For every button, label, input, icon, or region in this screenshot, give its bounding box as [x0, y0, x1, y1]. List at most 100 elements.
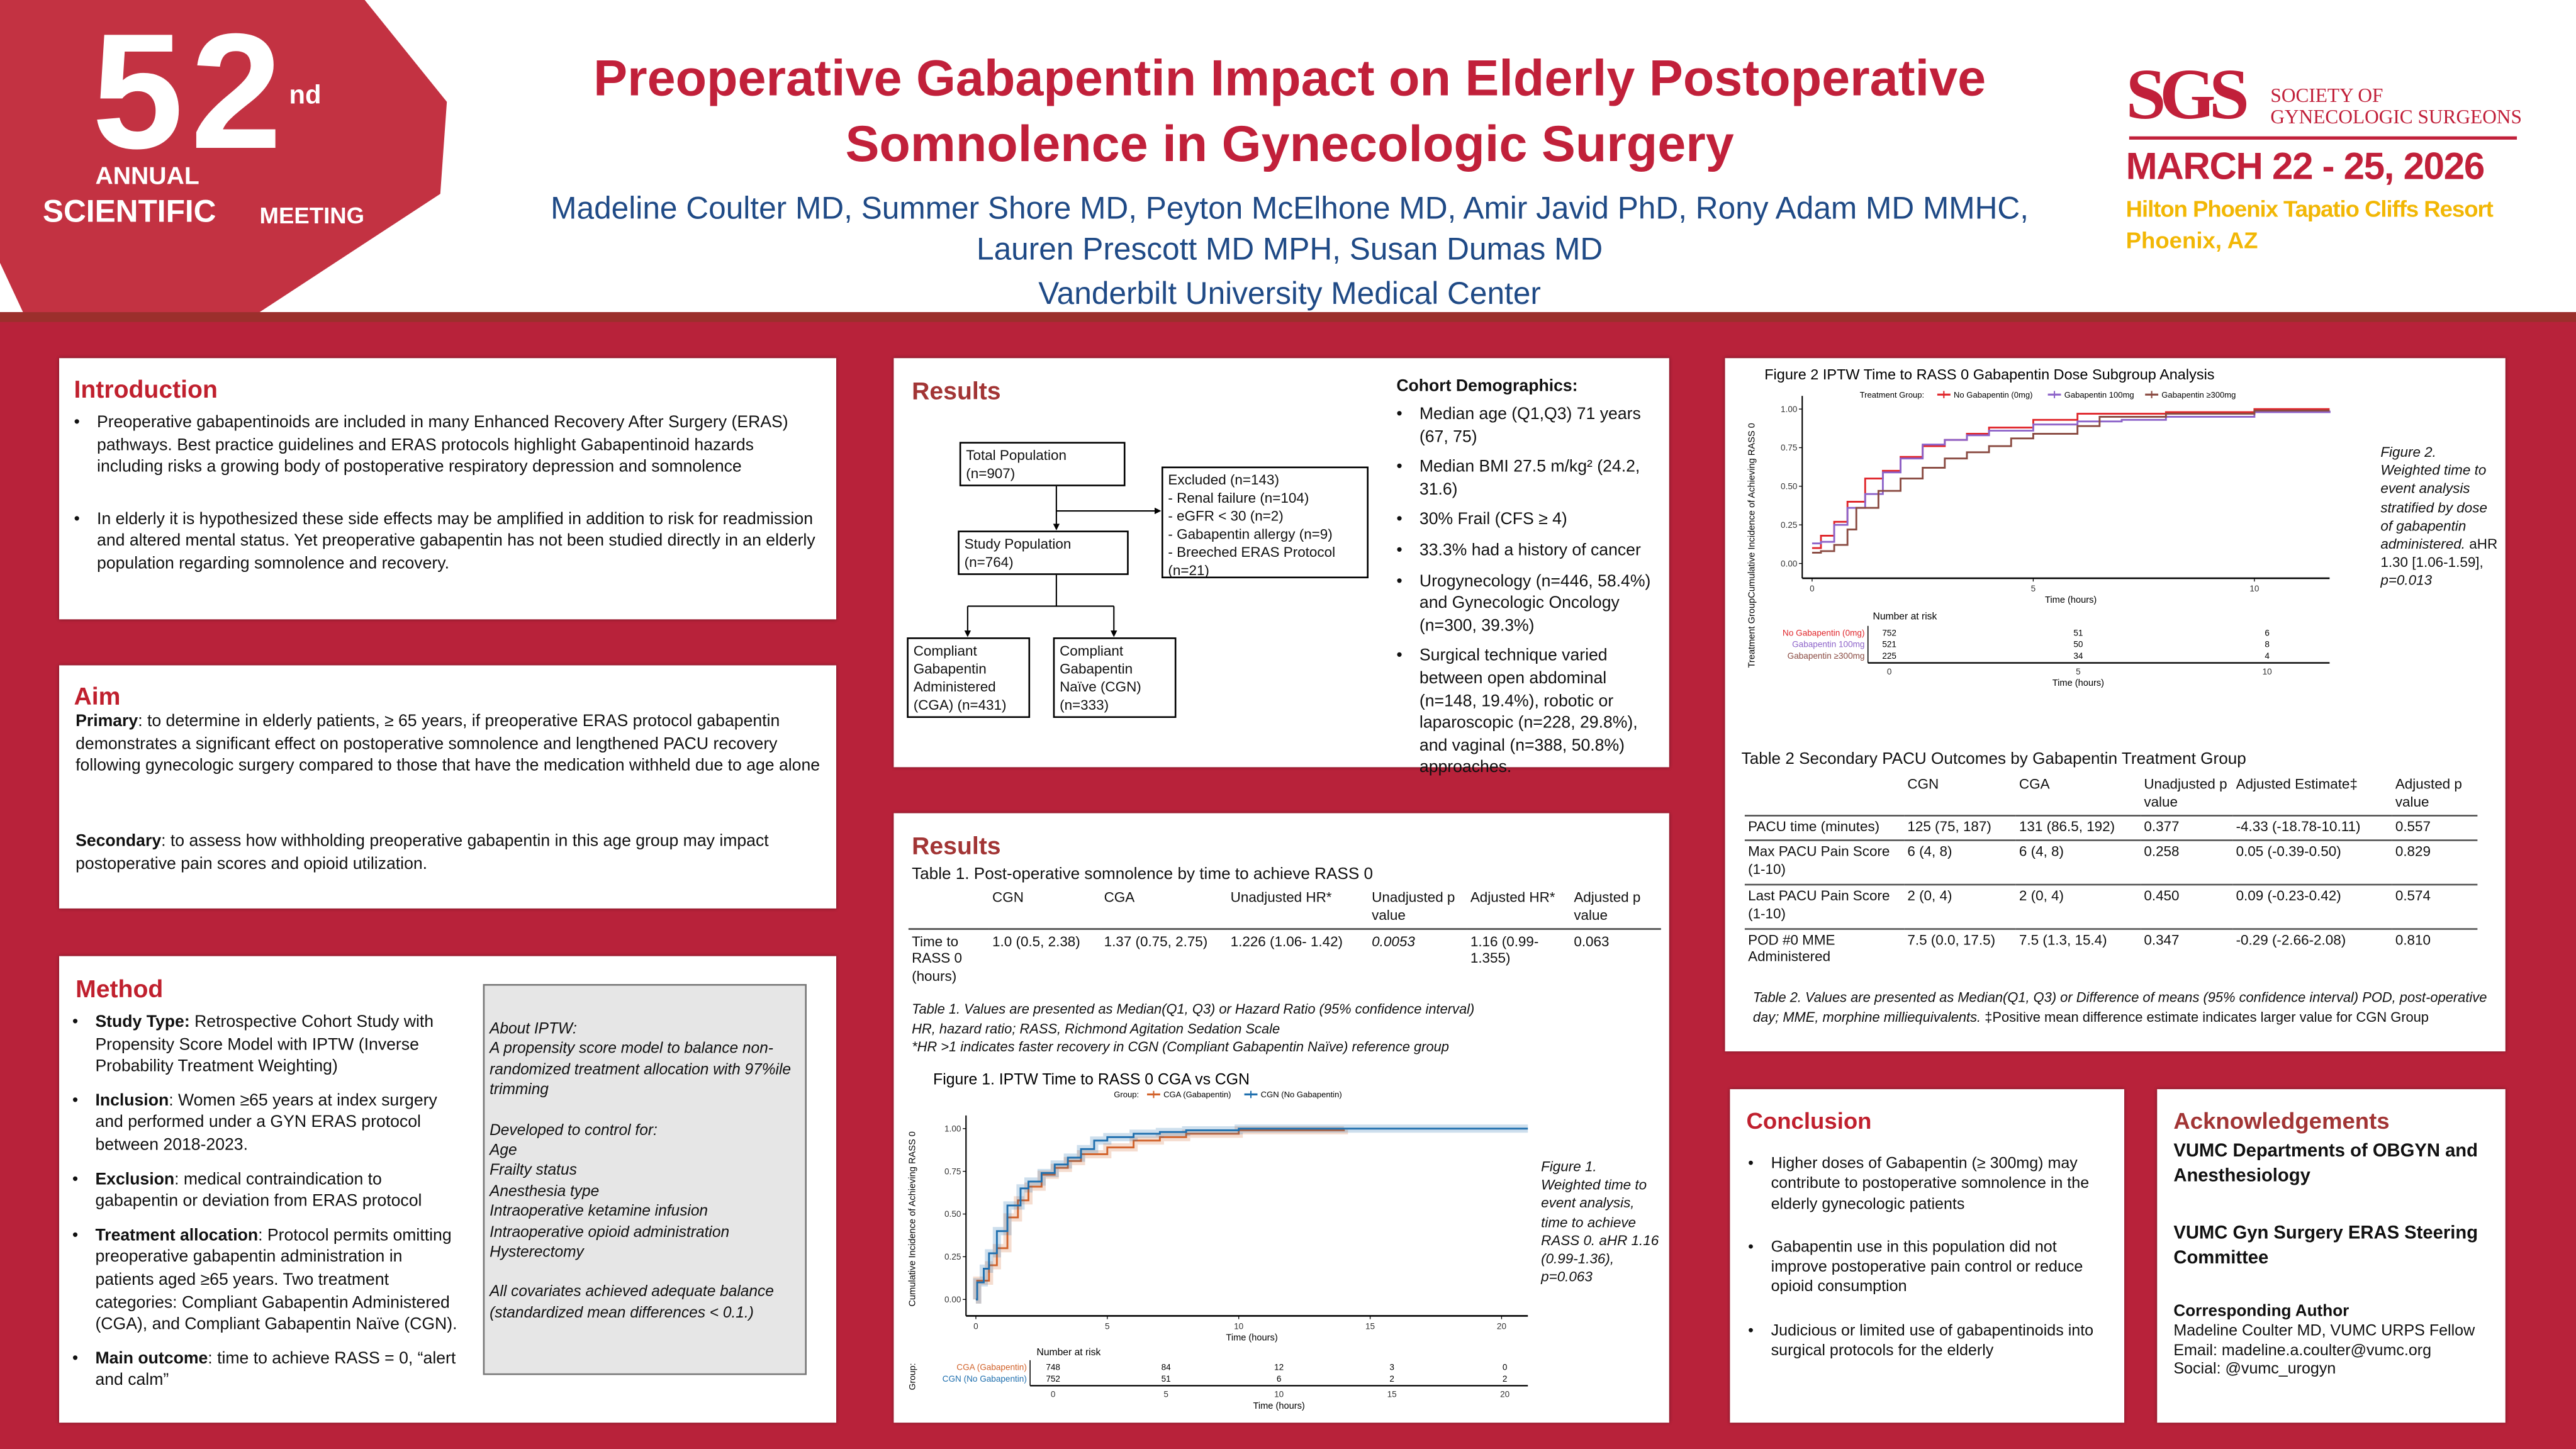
table2-cell: 7.5 (1.3, 15.4) [2019, 931, 2107, 948]
demographics-item: 30% Frail (CFS ≥ 4) [1396, 510, 1659, 532]
introduction-list: Preoperative gabapentinoids are included… [74, 412, 821, 576]
table1-cell: 1.16 (0.99-1.355) [1470, 932, 1539, 967]
logo-suffix: nd [289, 82, 322, 110]
y-tick-label: 0.75 [944, 1166, 961, 1176]
risk-x-tick-label: 15 [1387, 1390, 1397, 1399]
conclusion-bullet: Higher doses of Gabapentin (≥ 300mg) may… [1748, 1155, 2109, 1216]
km-curve-cga-gabapentin- [975, 1129, 1345, 1301]
conclusion-bullet: Gabapentin use in this population did no… [1748, 1238, 2109, 1299]
aim-panel: Aim Primary: to determine in elderly pat… [59, 665, 836, 909]
title-line-2: Somnolence in Gynecologic Surgery [845, 115, 1734, 173]
table2-cell: 0.258 [2144, 843, 2180, 860]
method-item-text: : medical contraindication to gabapentin… [95, 1170, 422, 1211]
table1-header: Adjusted p value [1574, 888, 1641, 923]
risk-x-axis-label: Time (hours) [2052, 678, 2104, 688]
km-curve-cgn-no-gabapentin- [975, 1127, 1528, 1301]
table2-cell: 6 (4, 8) [2019, 843, 2064, 860]
x-axis-label: Time (hours) [1226, 1333, 1277, 1343]
table2-cell: -4.33 (-18.78-10.11) [2236, 817, 2361, 834]
risk-count: 3 [1389, 1363, 1394, 1372]
x-axis-label: Time (hours) [2045, 595, 2097, 605]
table1-cell: 1.37 (0.75, 2.75) [1104, 932, 1208, 949]
flow-excluded-reason: - Gabapentin allergy (n=9) [1168, 525, 1333, 542]
risk-count: 521 [1882, 640, 1896, 649]
ack-group-2: VUMC Gyn Surgery ERAS Steering Committee [2173, 1224, 2478, 1268]
table1-header: Unadjusted p value [1372, 888, 1455, 923]
conclusion-bullet: Judicious or limited use of gabapentinoi… [1748, 1322, 2109, 1362]
table2-cell: 0.450 [2144, 887, 2180, 904]
risk-x-tick-label: 10 [2263, 667, 2273, 676]
risk-table-title: Number at risk [1873, 611, 1937, 622]
method-item: Main outcome: time to achieve RASS = 0, … [72, 1348, 463, 1393]
table2: CGN CGA Unadjusted p value Adjusted Esti… [1744, 775, 2478, 971]
iptw-controls-title: Developed to control for: [490, 1119, 658, 1138]
method-item-label: Main outcome [95, 1350, 208, 1368]
table1-footnotes: Table 1. Values are presented as Median(… [912, 1000, 1659, 1057]
iptw-balance-note: All covariates achieved adequate balance… [490, 1282, 774, 1321]
table2-cell: Max PACU Pain Score (1-10) [1748, 843, 1890, 878]
risk-count: 12 [1274, 1363, 1284, 1372]
flow-excluded-reason: - Breeched ERAS Protocol (n=21) [1168, 544, 1336, 579]
risk-x-tick-label: 20 [1500, 1390, 1510, 1399]
flow-total-label: Total Population [966, 447, 1067, 464]
method-item-text: : time to achieve RASS = 0, “alert and c… [95, 1350, 456, 1390]
legend-label: CGN (No Gabapentin) [1261, 1090, 1342, 1099]
figure1-caption: Figure 1. Weighted time to event analysi… [1541, 1158, 1659, 1285]
y-axis-label: Cumulative Incidence of Achieving RASS 0 [907, 1131, 917, 1307]
table2-cell: 6 (4, 8) [1907, 843, 1952, 860]
results-heading: Results [912, 378, 1001, 406]
introduction-bullet: Preoperative gabapentinoids are included… [74, 412, 821, 479]
method-item-text: : Protocol permits omitting preoperative… [95, 1226, 457, 1334]
figure2-panel: Figure 2 IPTW Time to RASS 0 Gabapentin … [1725, 358, 2506, 1052]
meeting-dates: MARCH 22 - 25, 2026 [2125, 144, 2485, 187]
table2-header: Unadjusted p value [2144, 775, 2227, 810]
table2-cell: -0.29 (-2.66-2.08) [2236, 931, 2346, 948]
corresponding-email[interactable]: Email: madeline.a.coulter@vumc.org [2173, 1341, 2432, 1360]
demographics-item: 33.3% had a history of cancer [1396, 540, 1659, 562]
demographics-item: Median BMI 27.5 m/kg² (24.2, 31.6) [1396, 457, 1659, 501]
authors-line-1: Madeline Coulter MD, Summer Shore MD, Pe… [551, 192, 2029, 227]
demographics-item: Urogynecology (n=446, 58.4%) and Gynecol… [1396, 571, 1659, 637]
x-tick-label: 15 [1365, 1321, 1375, 1331]
chart-title: Figure 1. IPTW Time to RASS 0 CGA vs CGN [933, 1071, 1250, 1088]
y-tick-label: 0.50 [1781, 482, 1798, 491]
table2-header: Adjusted p value [2395, 775, 2462, 810]
table2-header-row: CGN CGA Unadjusted p value Adjusted Esti… [1744, 775, 2478, 815]
logo-meeting: MEETING [259, 202, 365, 228]
meeting-venue: Hilton Phoenix Tapatio Cliffs Resort [2125, 195, 2494, 222]
flow-excluded-reason: - Renal failure (n=104) [1168, 490, 1309, 506]
table2-footnote-italic: Table 2. Values are presented as Median(… [1752, 988, 2487, 1024]
society-name-line-2: GYNECOLOGIC SURGEONS [2270, 105, 2522, 128]
flow-cga-group: Compliant Gabapentin Administered (CGA) … [907, 637, 1031, 719]
table2-cell: 0.05 (-0.39-0.50) [2236, 843, 2341, 860]
y-tick-label: 0.00 [1781, 559, 1798, 568]
logo-scientific: SCIENTIFIC [42, 195, 216, 230]
introduction-heading: Introduction [74, 376, 218, 405]
figure2-chart: Figure 2 IPTW Time to RASS 0 Gabapentin … [1747, 366, 2331, 688]
figure2-caption-text: Figure 2. Weighted time to event analysi… [2380, 443, 2487, 552]
figure1-chart: Figure 1. IPTW Time to RASS 0 CGA vs CGN… [907, 1071, 1528, 1411]
y-tick-label: 1.00 [1781, 405, 1798, 414]
demographics-item: Surgical technique varied between open a… [1396, 646, 1659, 780]
risk-count: 0 [1503, 1363, 1508, 1372]
method-item-label: Study Type: [95, 1013, 190, 1032]
flow-cgn-group: Compliant Gabapentin Naïve (CGN) (n=333) [1053, 637, 1177, 719]
x-tick-label: 10 [2249, 584, 2260, 593]
society-divider [2129, 136, 2517, 140]
risk-row-label: No Gabapentin (0mg) [1783, 628, 1864, 637]
y-tick-label: 0.00 [944, 1295, 961, 1304]
legend-label: Gabapentin ≥300mg [2161, 390, 2236, 400]
iptw-title: About IPTW: [490, 1018, 577, 1037]
x-tick-label: 0 [973, 1321, 978, 1331]
method-panel: Method Study Type: Retrospective Cohort … [59, 956, 836, 1423]
table2-cell: POD #0 MME Administered [1748, 931, 1835, 965]
corresponding-social[interactable]: Social: @vumc_urogyn [2173, 1360, 2336, 1379]
table2-cell: 0.574 [2395, 887, 2431, 904]
aim-heading: Aim [74, 683, 121, 712]
table2-cell: 0.377 [2144, 817, 2180, 834]
risk-count: 225 [1882, 651, 1896, 661]
figure2-caption-stats: aHR 1.30 [1.06-1.59], [2380, 535, 2498, 571]
table2-cell: 7.5 (0.0, 17.5) [1907, 931, 1996, 948]
iptw-control: Frailty status [490, 1160, 577, 1179]
